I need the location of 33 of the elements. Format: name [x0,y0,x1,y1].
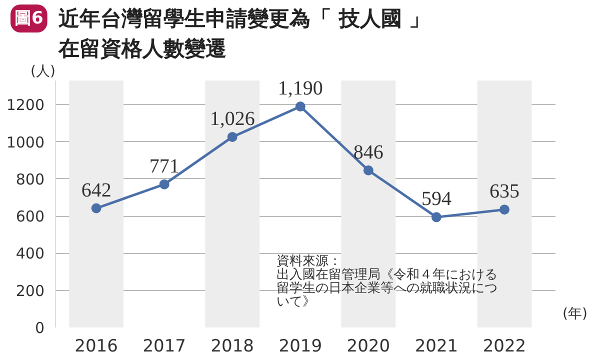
point [159,179,170,190]
point [227,132,238,142]
y-tick-label: 800 [16,170,45,188]
y-axis-title: (人) [30,64,56,80]
data-label: 642 [81,179,112,202]
caption: 圖6 [14,8,44,28]
x-tick-label: 2021 [414,336,458,356]
x-tick-label: 2018 [210,336,254,356]
data-label: 635 [489,180,520,203]
data-label: 1,026 [210,108,255,130]
point [91,203,102,214]
chart-title: 近年台灣留學生申請變更為「 技人國 」在留資格人數變遷 [58,6,430,60]
x-tick-label: 2016 [74,336,118,356]
annotation: 出入國在留管理局《令和４年における留学生の日本企業等への就職状況について》 [276,268,498,310]
y-tick-label: 600 [16,208,45,226]
point [295,102,306,112]
x-axis-title: (年) [562,306,588,322]
data-label: 1,190 [278,78,323,100]
x-tick-label: 2022 [482,336,526,356]
data-label: 594 [421,188,452,210]
x-tick-label: 2019 [278,336,322,356]
point [431,212,442,222]
y-tick-label: 400 [16,244,45,263]
y-tick-label: 1000 [6,133,45,152]
point [499,204,510,215]
y-tick-label: 200 [16,282,45,300]
x-tick-label: 2017 [142,336,186,356]
data-label: 771 [149,155,180,178]
y-tick-label: 0 [34,319,45,337]
data-label: 846 [353,141,384,164]
point [363,165,374,176]
y-tick-label: 1200 [6,96,45,114]
x-tick-label: 2020 [346,336,390,356]
